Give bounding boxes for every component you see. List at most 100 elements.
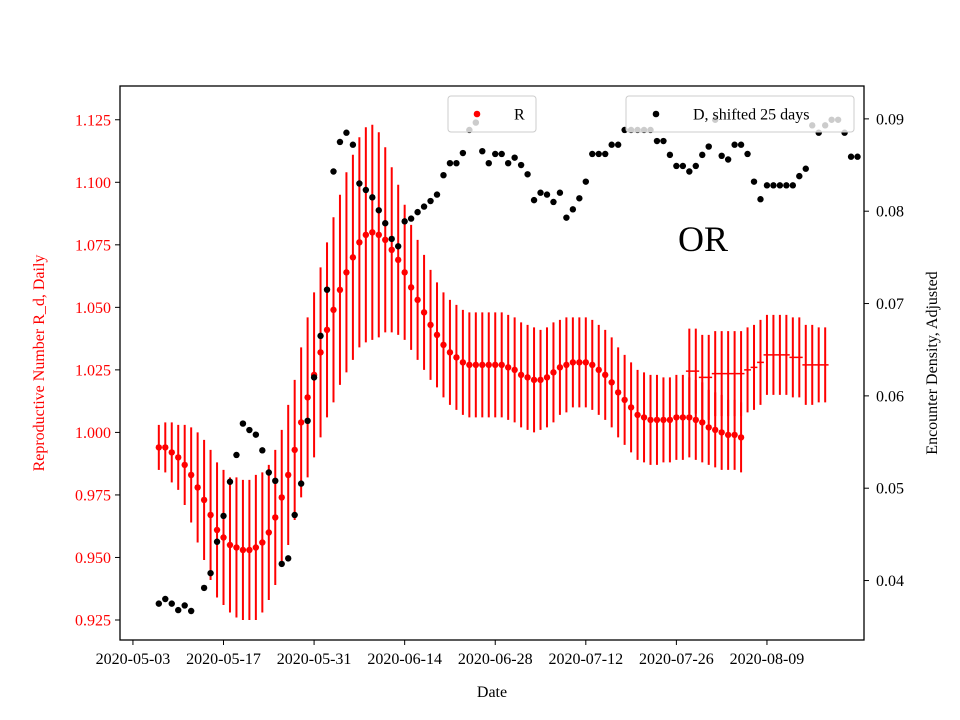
- d-point: [187, 607, 195, 615]
- r-point: [517, 371, 525, 379]
- d-point: [589, 150, 596, 158]
- r-point: [414, 296, 421, 304]
- r-point: [394, 256, 402, 264]
- left-tick-label: 1.125: [75, 112, 111, 129]
- r-point: [433, 331, 441, 339]
- d-point: [226, 478, 234, 485]
- d-point: [517, 161, 525, 169]
- x-tick-label: 2020-07-12: [548, 651, 623, 668]
- r-point: [453, 354, 460, 361]
- d-point: [433, 191, 441, 198]
- d-point: [770, 182, 777, 189]
- r-point: [563, 361, 570, 369]
- r-point: [472, 361, 480, 369]
- d-point: [168, 600, 175, 607]
- d-point: [763, 182, 771, 189]
- d-point: [375, 207, 382, 214]
- r-point: [343, 269, 350, 276]
- d-point: [524, 171, 531, 178]
- r-point: [420, 309, 428, 316]
- d-point: [285, 555, 292, 562]
- d-point: [718, 152, 725, 160]
- r-point: [466, 361, 473, 369]
- r-point: [504, 364, 512, 371]
- r-point: [660, 416, 667, 424]
- d-point: [382, 220, 389, 227]
- r-point: [556, 364, 564, 371]
- right-tick-label: 0.09: [876, 111, 904, 128]
- d-point: [556, 189, 564, 196]
- x-tick-label: 2020-05-03: [96, 651, 171, 668]
- r-point: [647, 416, 654, 424]
- r-point: [705, 424, 712, 431]
- r-point: [162, 444, 169, 451]
- d-point: [847, 153, 855, 160]
- d-point: [796, 172, 803, 180]
- d-point: [569, 206, 577, 213]
- left-axis-label: Reproductive Number R_d, Daily: [31, 255, 48, 472]
- r-point: [492, 361, 499, 369]
- legend-d-label: D, shifted 25 days: [693, 107, 809, 124]
- r-point: [576, 359, 583, 366]
- plot-frame: [119, 85, 865, 641]
- r-point: [265, 529, 272, 536]
- r-point: [375, 231, 382, 239]
- d-point: [498, 150, 505, 158]
- left-tick-label: 0.925: [75, 612, 111, 629]
- d-point: [349, 141, 357, 148]
- r-point: [285, 471, 292, 479]
- r-point: [595, 366, 602, 374]
- d-point: [692, 162, 699, 170]
- d-point: [343, 129, 350, 136]
- d-point: [446, 159, 454, 167]
- d-point: [297, 480, 305, 487]
- d-point: [653, 137, 661, 145]
- r-point: [621, 396, 628, 404]
- r-point: [699, 419, 706, 426]
- r-step-series: [685, 354, 829, 379]
- d-point: [789, 182, 797, 189]
- d-point: [420, 203, 428, 210]
- d-point: [699, 151, 706, 159]
- d-point: [155, 600, 163, 607]
- r-point: [194, 484, 201, 491]
- d-point: [485, 159, 492, 167]
- d-point: [259, 447, 266, 454]
- r-point: [602, 371, 609, 379]
- r-point: [589, 361, 596, 369]
- r-point: [614, 389, 622, 396]
- r-point: [543, 374, 551, 381]
- d-point: [427, 197, 434, 205]
- d-point: [330, 168, 337, 175]
- r-point: [175, 454, 182, 461]
- d-point: [492, 150, 499, 158]
- d-point: [239, 420, 247, 427]
- d-point: [576, 195, 583, 202]
- left-axis-ticks: 0.925 0.950 0.975 1.000 1.025 1.050 1.075 1.100…: [75, 112, 120, 629]
- d-point: [802, 165, 809, 172]
- d-point: [220, 512, 227, 520]
- d-point: [543, 191, 551, 198]
- d-point: [407, 215, 415, 222]
- r-points: [155, 229, 745, 554]
- d-point: [401, 218, 408, 225]
- r-point: [336, 286, 344, 294]
- left-tick-label: 1.025: [75, 362, 111, 379]
- x-tick-label: 2020-07-26: [639, 651, 714, 668]
- x-tick-label: 2020-05-17: [186, 651, 261, 668]
- right-tick-label: 0.08: [876, 204, 904, 221]
- r-point: [459, 359, 467, 366]
- r-point: [246, 546, 253, 554]
- x-tick-label: 2020-08-09: [730, 651, 805, 668]
- r-point: [731, 431, 738, 439]
- r-point: [272, 514, 279, 521]
- r-point: [712, 426, 719, 434]
- r-point: [530, 376, 538, 384]
- r-point: [187, 471, 195, 479]
- d-point: [530, 196, 538, 204]
- r-point: [640, 414, 648, 421]
- d-point: [602, 150, 609, 158]
- d-point: [323, 286, 331, 293]
- r-point: [330, 306, 337, 314]
